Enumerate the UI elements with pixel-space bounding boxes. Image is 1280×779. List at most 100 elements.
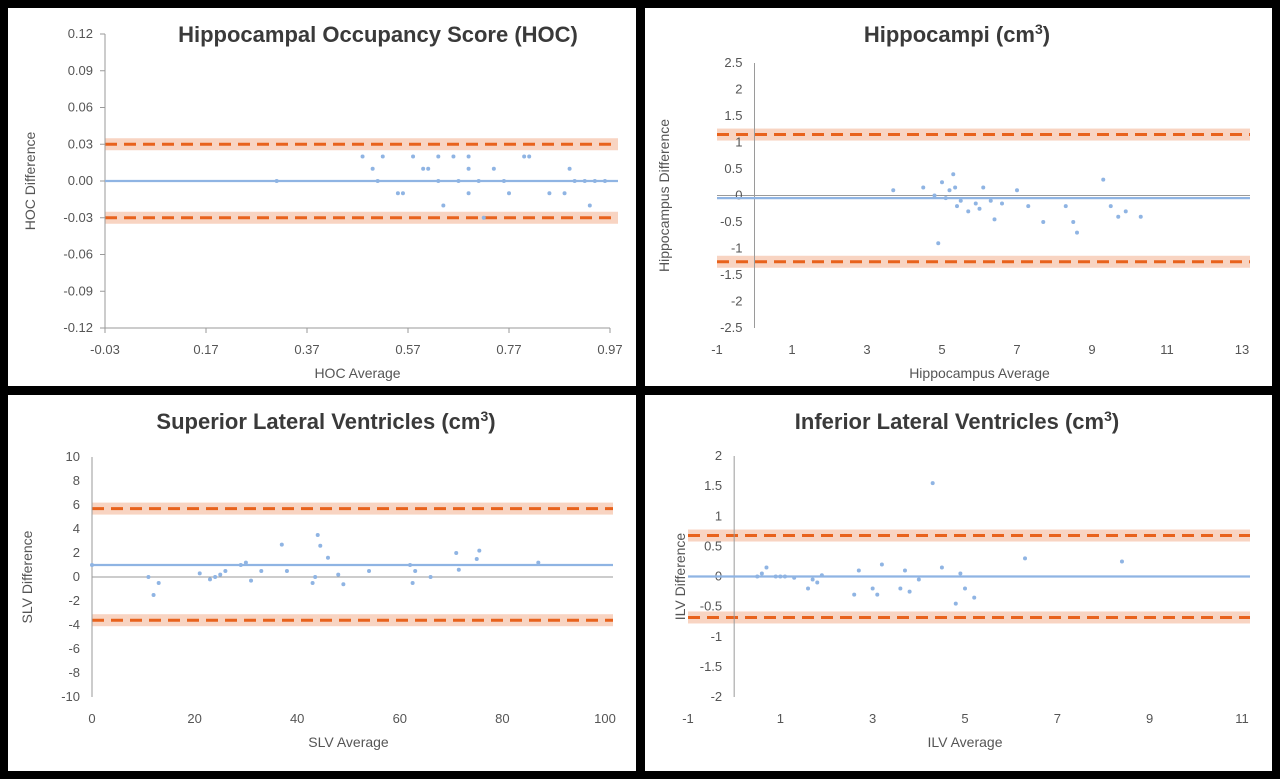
data-point — [916, 577, 921, 582]
y-tick-label: -0.09 — [63, 283, 93, 298]
data-point — [567, 166, 572, 171]
data-point — [249, 578, 254, 583]
y-axis-label: ILV Difference — [672, 533, 688, 621]
y-tick-label: 1 — [735, 135, 742, 150]
y-tick-label: -0.5 — [720, 214, 742, 229]
x-tick-label: -1 — [711, 342, 723, 357]
data-point — [375, 179, 380, 183]
x-tick-label: -1 — [682, 711, 694, 726]
data-point — [501, 179, 506, 183]
chart-title: Inferior Lateral Ventricles (cm3) — [795, 408, 1119, 434]
data-point — [1116, 214, 1121, 219]
y-axis-label: SLV Difference — [19, 530, 35, 623]
data-point — [156, 581, 161, 585]
lower-limit-band — [688, 611, 1250, 624]
data-point — [966, 209, 971, 214]
chart-svg: Inferior Lateral Ventricles (cm3) 2 1.5 1 0.… — [672, 408, 1250, 750]
data-point — [958, 198, 963, 203]
data-point — [930, 481, 935, 486]
y-tick-label: -8 — [68, 665, 80, 680]
x-tick-label: 13 — [1235, 342, 1249, 357]
chart-svg: Superior Lateral Ventricles (cm3)1086420… — [19, 408, 616, 750]
data-point — [151, 593, 156, 597]
data-point — [213, 575, 218, 579]
data-point — [279, 542, 284, 547]
x-tick-label: 5 — [961, 711, 968, 726]
data-point — [436, 154, 441, 159]
y-tick-label: -0.5 — [700, 599, 722, 614]
data-point — [951, 172, 956, 177]
data-point — [988, 198, 993, 203]
data-point — [778, 574, 783, 579]
data-point — [547, 191, 552, 196]
data-point — [1119, 559, 1124, 564]
data-point — [907, 589, 912, 594]
data-point — [1075, 230, 1079, 235]
data-point — [426, 166, 431, 171]
data-point — [852, 592, 857, 597]
data-point — [456, 179, 461, 183]
x-tick-label: 0 — [88, 711, 95, 726]
data-point — [782, 574, 787, 579]
data-point — [146, 575, 151, 579]
data-point — [958, 571, 963, 576]
data-point — [1123, 209, 1128, 214]
data-point — [411, 154, 416, 159]
chart-title: Hippocampal Occupancy Score (HOC) — [178, 22, 578, 47]
y-tick-label: 0.03 — [68, 136, 93, 151]
y-tick-label: 0 — [735, 188, 742, 203]
data-point — [218, 572, 223, 577]
data-point — [953, 601, 958, 606]
x-axis-label: SLV Average — [308, 734, 389, 750]
y-tick-label: -0.06 — [63, 247, 93, 262]
data-point — [921, 185, 926, 190]
x-tick-label: 1 — [788, 342, 795, 357]
y-tick-label: 0.5 — [704, 538, 722, 553]
data-point — [940, 180, 944, 185]
data-point — [810, 577, 815, 582]
data-point — [1108, 204, 1113, 209]
data-point — [943, 196, 948, 201]
x-tick-label: 0.57 — [395, 342, 420, 357]
y-tick-label: 10 — [66, 449, 80, 464]
chart-svg: Hippocampal Occupancy Score (HOC) 0.12 0.0… — [22, 22, 623, 381]
y-tick-label: -1.5 — [720, 267, 742, 282]
data-point — [1138, 214, 1143, 219]
slv-chart-panel: Superior Lateral Ventricles (cm3) 10 8 6 4 2 0… — [8, 395, 636, 771]
data-point — [759, 571, 764, 576]
data-point — [582, 179, 587, 183]
data-point — [466, 191, 471, 196]
y-tick-label: -4 — [68, 617, 80, 632]
y-tick-label: 0.12 — [68, 26, 93, 41]
x-tick-label: 60 — [393, 711, 407, 726]
data-point — [466, 154, 471, 159]
data-point — [451, 154, 456, 159]
y-tick-label: 2.5 — [724, 55, 742, 70]
x-tick-label: 5 — [938, 342, 945, 357]
data-point — [875, 592, 880, 597]
y-tick-label: -2 — [68, 593, 80, 608]
x-tick-label: 11 — [1160, 342, 1174, 357]
y-tick-label: -0.03 — [63, 210, 93, 225]
upper-limit-band — [92, 502, 613, 515]
y-tick-label: 1.5 — [704, 478, 722, 493]
data-point — [879, 562, 884, 567]
data-point — [474, 557, 479, 561]
data-point — [562, 191, 567, 196]
y-tick-label: -2.5 — [720, 320, 742, 335]
y-tick-label: -1 — [711, 629, 723, 644]
data-point — [313, 575, 318, 579]
lower-limit-band — [92, 614, 613, 627]
data-point — [207, 577, 212, 582]
data-point — [973, 201, 978, 206]
data-point — [819, 573, 824, 578]
data-point — [891, 188, 896, 193]
data-point — [939, 565, 944, 570]
data-point — [413, 569, 418, 573]
data-point — [602, 179, 607, 183]
x-tick-label: 9 — [1146, 711, 1153, 726]
x-tick-label: 20 — [187, 711, 201, 726]
y-tick-label: 0.09 — [68, 63, 93, 78]
data-point — [370, 166, 375, 171]
data-point — [90, 563, 94, 567]
